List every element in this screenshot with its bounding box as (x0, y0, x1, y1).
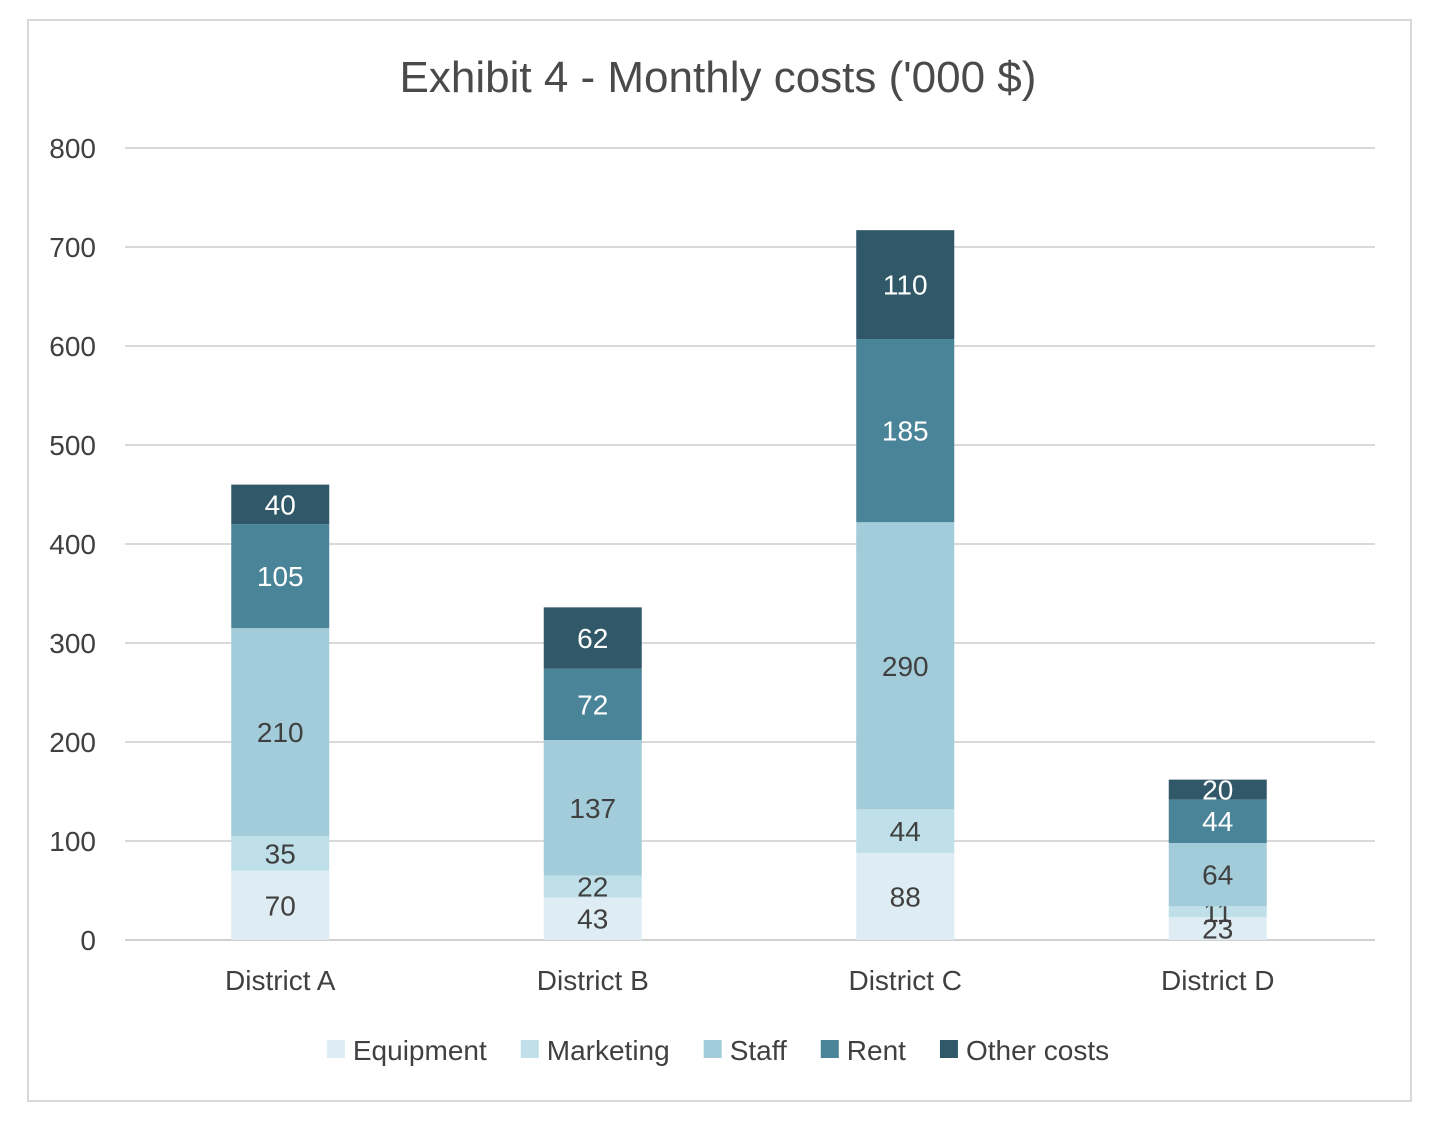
legend-swatch (703, 1040, 722, 1058)
bar-segment (856, 809, 955, 853)
bar-segment (543, 668, 642, 741)
data-label: 35 (265, 838, 296, 869)
legend-label: Other costs (966, 1035, 1109, 1066)
legend-label: Staff (730, 1035, 787, 1066)
y-tick-label: 400 (49, 529, 96, 560)
data-label: 72 (577, 689, 608, 720)
data-label: 64 (1202, 860, 1233, 891)
data-label: 88 (890, 881, 921, 912)
bar-segment (1168, 906, 1267, 918)
data-label: 185 (882, 416, 929, 447)
bar-segment (543, 740, 642, 876)
y-tick-label: 800 (49, 133, 96, 164)
x-tick-label: District C (848, 965, 962, 996)
bar-segment (856, 852, 955, 940)
bar-segment (543, 607, 642, 669)
x-tick-label: District A (225, 965, 336, 996)
legend-swatch (326, 1040, 345, 1058)
data-label: 105 (257, 561, 304, 592)
legend-label: Rent (847, 1035, 906, 1066)
bar-segment (1168, 842, 1267, 907)
data-label: 137 (569, 793, 616, 824)
legend-label: Equipment (353, 1035, 487, 1066)
data-label: 44 (890, 816, 921, 847)
legend-swatch (820, 1040, 839, 1058)
data-label: 62 (577, 623, 608, 654)
y-tick-label: 0 (80, 925, 96, 956)
legend-swatch (520, 1040, 539, 1058)
y-axis-ticks: 0 100 200 300 400 500 600 700 800 (49, 133, 96, 956)
bar-segment (856, 339, 955, 523)
bar-segment (231, 836, 330, 871)
y-tick-label: 700 (49, 232, 96, 263)
bar-segment (1168, 799, 1267, 843)
bar-segment (231, 484, 330, 525)
bar-segment (1168, 779, 1267, 800)
gridlines (125, 147, 1375, 941)
bar-segment (231, 524, 330, 629)
y-tick-label: 500 (49, 430, 96, 461)
legend-swatch (939, 1040, 958, 1058)
bar-segment (543, 897, 642, 940)
data-label: 70 (265, 890, 296, 921)
data-label: 210 (257, 717, 304, 748)
bar-segment (1168, 917, 1267, 940)
data-label: 290 (882, 651, 929, 682)
bar-segment (856, 230, 955, 340)
y-tick-label: 600 (49, 331, 96, 362)
bars: 7035210105404322137726288442901851102311… (231, 230, 1267, 945)
legend: Equipment Marketing Staff Rent Other costs (326, 1035, 1109, 1066)
legend-label: Marketing (547, 1035, 670, 1066)
x-tick-label: District B (537, 965, 649, 996)
chart-title: Exhibit 4 - Monthly costs ('000 $) (400, 53, 1037, 102)
data-label: 22 (577, 872, 608, 903)
y-tick-label: 300 (49, 628, 96, 659)
bar-segment (856, 522, 955, 810)
y-tick-label: 200 (49, 727, 96, 758)
bar-segment (231, 628, 330, 837)
data-label: 20 (1202, 775, 1233, 806)
x-tick-label: District D (1161, 965, 1275, 996)
y-tick-label: 100 (49, 826, 96, 857)
data-label: 110 (883, 270, 928, 301)
x-axis-categories: District A District B District C District D (225, 965, 1275, 996)
bar-segment (231, 870, 330, 940)
data-label: 40 (265, 489, 296, 520)
data-label: 43 (577, 904, 608, 935)
bar-segment (543, 875, 642, 898)
data-label: 23 (1202, 914, 1233, 945)
data-label: 44 (1202, 806, 1233, 837)
